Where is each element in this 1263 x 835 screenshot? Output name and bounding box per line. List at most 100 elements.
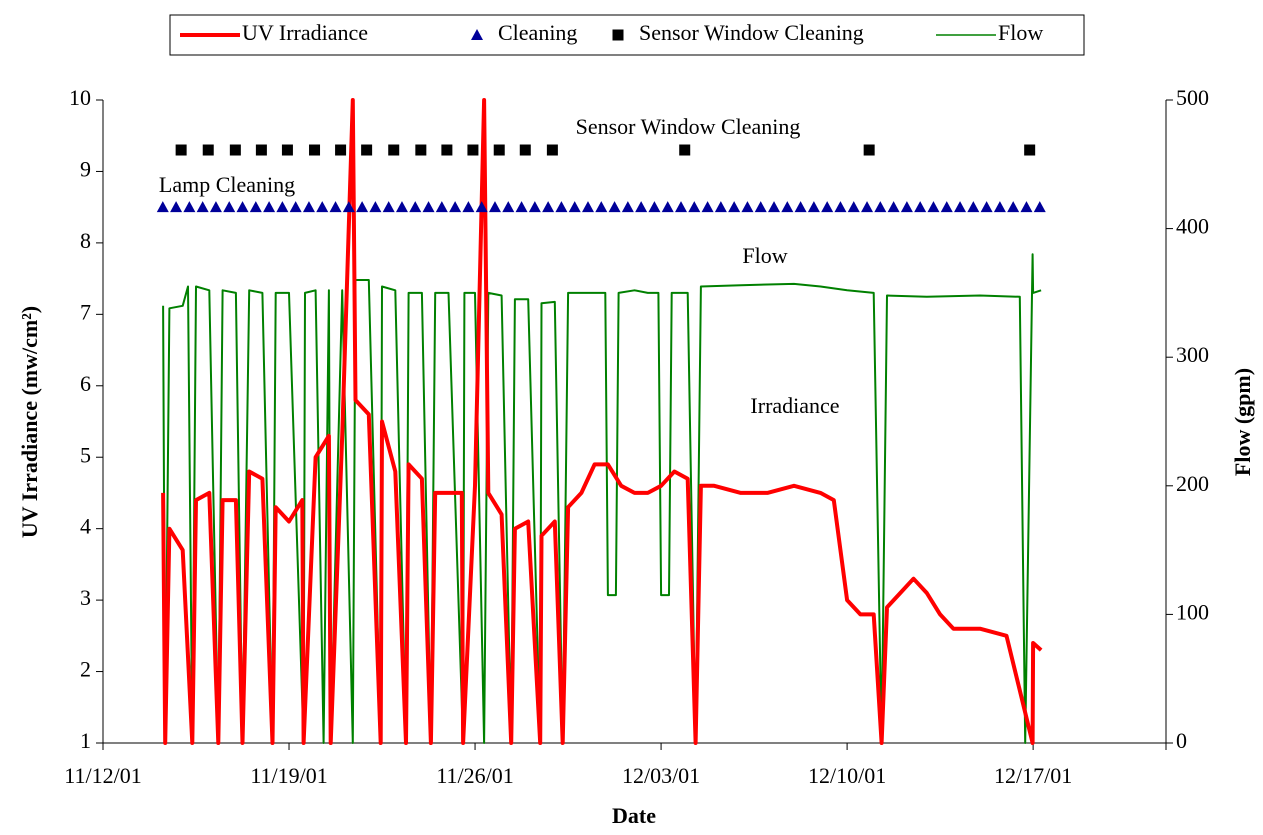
point <box>688 201 701 213</box>
point <box>863 144 875 156</box>
point <box>781 201 794 213</box>
legend-swatch <box>471 29 483 40</box>
y2-tick-label: 300 <box>1176 342 1209 367</box>
point <box>209 201 222 213</box>
y-tick-label: 2 <box>80 657 91 682</box>
point <box>741 201 754 213</box>
y-tick-label: 5 <box>80 442 91 467</box>
point <box>555 201 568 213</box>
point <box>388 144 400 156</box>
point <box>546 144 558 156</box>
point <box>302 201 315 213</box>
point <box>467 144 479 156</box>
point <box>861 201 874 213</box>
point <box>980 201 993 213</box>
point <box>635 201 648 213</box>
point <box>847 201 860 213</box>
point <box>954 201 967 213</box>
x-tick-label: 11/19/01 <box>250 763 327 788</box>
point <box>621 201 634 213</box>
point <box>940 201 953 213</box>
point <box>342 201 355 213</box>
y-tick-label: 3 <box>80 585 91 610</box>
point <box>967 201 980 213</box>
legend-label: Sensor Window Cleaning <box>639 20 864 45</box>
point <box>542 201 555 213</box>
point <box>675 201 688 213</box>
x-tick-label: 12/10/01 <box>808 763 886 788</box>
point <box>361 144 373 156</box>
legend-label: Cleaning <box>498 20 577 45</box>
x-tick-label: 12/17/01 <box>994 763 1072 788</box>
point <box>874 201 887 213</box>
y2-tick-label: 100 <box>1176 599 1209 624</box>
point <box>993 201 1006 213</box>
y-tick-label: 6 <box>80 371 91 396</box>
point <box>493 144 505 156</box>
point <box>648 201 661 213</box>
annotation: Irradiance <box>750 393 839 418</box>
point <box>289 201 302 213</box>
point <box>821 201 834 213</box>
point <box>369 201 382 213</box>
y-tick-label: 4 <box>80 514 91 539</box>
point <box>834 201 847 213</box>
point <box>754 201 767 213</box>
point <box>255 144 267 156</box>
point <box>1007 201 1020 213</box>
y2-tick-label: 0 <box>1176 728 1187 753</box>
legend-box <box>169 14 1085 56</box>
point <box>309 144 321 156</box>
point <box>728 201 741 213</box>
legend-label: UV Irradiance <box>242 20 368 45</box>
x-axis-label: Date <box>612 803 656 828</box>
y-tick-label: 9 <box>80 156 91 181</box>
point <box>183 201 196 213</box>
point <box>794 201 807 213</box>
point <box>608 201 621 213</box>
legend-swatch <box>612 29 624 41</box>
point <box>435 201 448 213</box>
point <box>768 201 781 213</box>
point <box>335 144 347 156</box>
y2-tick-label: 200 <box>1176 471 1209 496</box>
point <box>1020 201 1033 213</box>
point <box>462 201 475 213</box>
point <box>409 201 422 213</box>
point <box>223 201 236 213</box>
x-tick-label: 11/12/01 <box>64 763 141 788</box>
point <box>449 201 462 213</box>
y2-tick-label: 400 <box>1176 214 1209 239</box>
point <box>356 201 369 213</box>
series-line <box>162 253 1042 744</box>
point <box>679 144 691 156</box>
y-tick-label: 1 <box>80 728 91 753</box>
annotation: Lamp Cleaning <box>159 172 295 197</box>
point <box>807 201 820 213</box>
y2-tick-label: 500 <box>1176 85 1209 110</box>
point <box>170 201 183 213</box>
point <box>515 201 528 213</box>
y2-axis-label: Flow (gpm) <box>1230 368 1255 476</box>
point <box>202 144 214 156</box>
point <box>519 144 531 156</box>
point <box>276 201 289 213</box>
point <box>475 201 488 213</box>
y-tick-label: 10 <box>69 85 91 110</box>
point <box>488 201 501 213</box>
point <box>595 201 608 213</box>
point <box>568 201 581 213</box>
y-axis-label: UV Irradiance (mw/cm²) <box>17 306 42 538</box>
series-line <box>161 98 1043 745</box>
annotation: Flow <box>742 243 787 268</box>
point <box>329 201 342 213</box>
y-tick-label: 8 <box>80 228 91 253</box>
point <box>914 201 927 213</box>
point <box>415 144 427 156</box>
point <box>927 201 940 213</box>
point <box>441 144 453 156</box>
point <box>900 201 913 213</box>
point <box>395 201 408 213</box>
